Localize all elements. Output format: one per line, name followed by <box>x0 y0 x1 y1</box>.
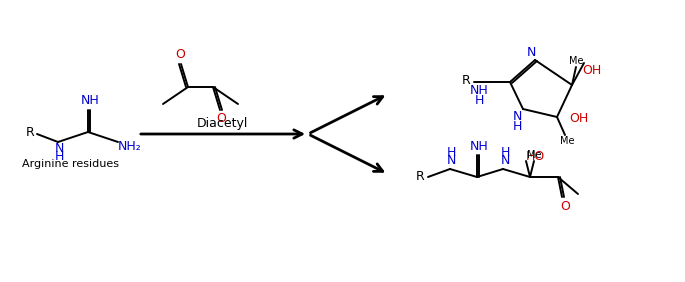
Text: OH: OH <box>569 113 588 125</box>
Text: H: H <box>54 151 64 164</box>
Text: O: O <box>175 49 185 61</box>
Text: NH: NH <box>470 140 488 153</box>
Text: NH: NH <box>470 85 488 98</box>
Text: N: N <box>526 45 536 58</box>
Text: N: N <box>54 142 64 155</box>
Text: N: N <box>500 155 510 168</box>
Text: R: R <box>462 74 471 87</box>
Text: Me: Me <box>560 136 574 146</box>
Text: H: H <box>500 147 510 160</box>
Text: O: O <box>216 113 226 125</box>
Text: H: H <box>512 120 522 133</box>
Text: NH: NH <box>81 94 99 107</box>
Text: R: R <box>416 171 425 184</box>
Text: Diacetyl: Diacetyl <box>197 116 248 129</box>
Text: N: N <box>512 111 522 124</box>
Text: HO: HO <box>525 151 545 164</box>
Text: Me: Me <box>569 56 583 66</box>
Text: Me: Me <box>527 150 541 160</box>
Text: R: R <box>25 125 34 138</box>
Text: NH₂: NH₂ <box>118 140 142 153</box>
Text: OH: OH <box>582 65 601 78</box>
Text: Arginine residues: Arginine residues <box>22 159 119 169</box>
Text: O: O <box>560 199 570 213</box>
Text: H: H <box>447 147 456 160</box>
Text: N: N <box>447 155 456 168</box>
Text: H: H <box>474 94 484 107</box>
